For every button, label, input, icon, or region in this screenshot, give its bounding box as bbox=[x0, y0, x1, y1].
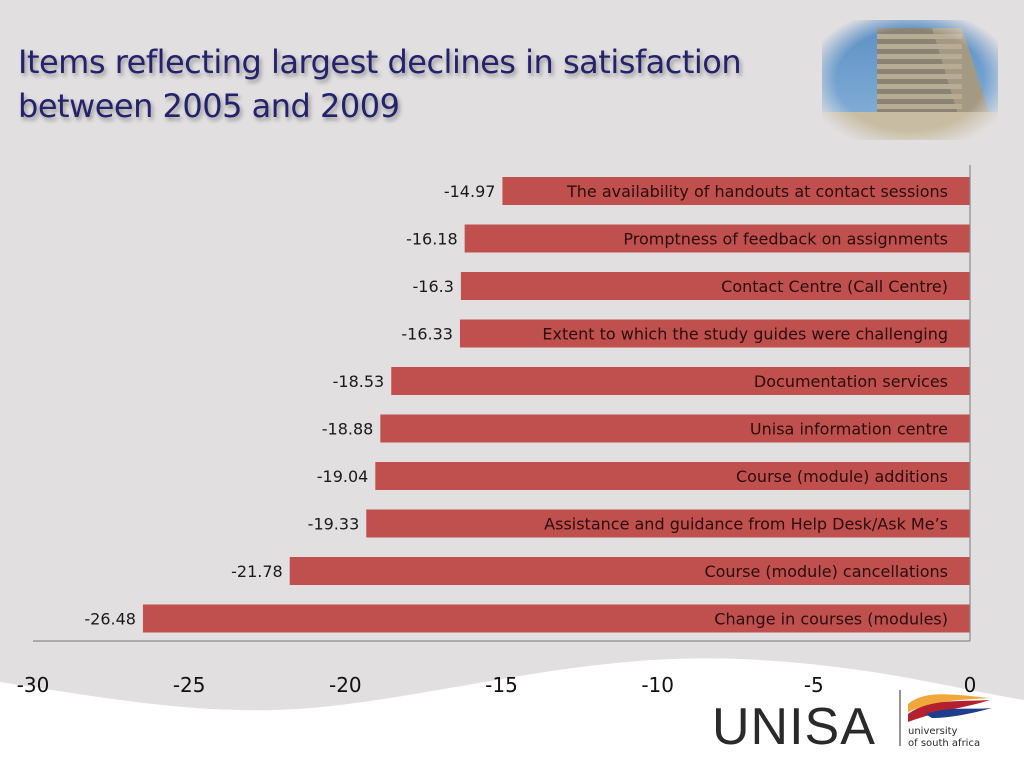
bar-value-label: -16.18 bbox=[406, 230, 458, 249]
bar-category-label: Change in courses (modules) bbox=[714, 610, 948, 629]
bar-category-label: Documentation services bbox=[754, 372, 948, 391]
x-tick-label: 0 bbox=[964, 673, 977, 697]
title-line-2: between 2005 and 2009 bbox=[18, 87, 400, 125]
logo-sub-line-1: university bbox=[908, 726, 958, 737]
bar-category-label: Extent to which the study guides were ch… bbox=[542, 325, 948, 344]
bar bbox=[380, 414, 970, 443]
bar-category-label: Contact Centre (Call Centre) bbox=[721, 277, 948, 296]
bar bbox=[464, 224, 970, 253]
bar-category-label: Promptness of feedback on assignments bbox=[623, 230, 948, 249]
title-line-1: Items reflecting largest declines in sat… bbox=[18, 43, 742, 81]
bar bbox=[289, 557, 970, 585]
bar-value-label: -19.04 bbox=[317, 467, 369, 486]
logo-wordmark: UNISA bbox=[712, 698, 876, 750]
x-tick-label: -10 bbox=[641, 673, 674, 697]
bar bbox=[460, 272, 970, 300]
bar bbox=[459, 319, 970, 348]
unisa-logo: UNISA university of south africa bbox=[712, 690, 992, 750]
building-photo bbox=[822, 20, 998, 140]
x-tick-label: -30 bbox=[17, 673, 50, 697]
bar-category-label: Course (module) additions bbox=[736, 467, 948, 486]
bar-category-label: The availability of handouts at contact … bbox=[566, 182, 948, 201]
bar-value-label: -16.33 bbox=[401, 325, 453, 344]
x-tick-label: -25 bbox=[173, 673, 206, 697]
logo-sub-line-2: of south africa bbox=[908, 738, 980, 749]
bar bbox=[391, 367, 970, 395]
bar-value-label: -18.53 bbox=[333, 372, 385, 391]
bar bbox=[142, 604, 970, 633]
bar-value-label: -26.48 bbox=[84, 610, 136, 629]
bars-layer: The availability of handouts at contact … bbox=[84, 177, 971, 633]
x-tick-label: -15 bbox=[485, 673, 518, 697]
slide-title: Items reflecting largest declines in sat… bbox=[18, 40, 838, 128]
bar bbox=[366, 509, 971, 538]
bar-value-label: -21.78 bbox=[231, 562, 283, 581]
white-wave-footer bbox=[0, 658, 1024, 768]
bar-value-label: -14.97 bbox=[444, 182, 496, 201]
bar-value-label: -16.3 bbox=[412, 277, 453, 296]
x-tick-label: -5 bbox=[804, 673, 824, 697]
bar-category-label: Assistance and guidance from Help Desk/A… bbox=[544, 515, 948, 534]
bar-value-label: -19.33 bbox=[308, 515, 360, 534]
logo-flag-icon bbox=[908, 694, 992, 722]
bar-category-label: Unisa information centre bbox=[750, 420, 948, 439]
x-tick-labels: -30 -25 -20 -15 -10 -5 0 bbox=[17, 673, 977, 697]
bar bbox=[375, 462, 970, 490]
photo-vignette bbox=[822, 20, 998, 140]
x-tick-label: -20 bbox=[329, 673, 362, 697]
bar bbox=[502, 177, 970, 205]
bar-category-label: Course (module) cancellations bbox=[704, 562, 948, 581]
bar-value-label: -18.88 bbox=[322, 420, 374, 439]
